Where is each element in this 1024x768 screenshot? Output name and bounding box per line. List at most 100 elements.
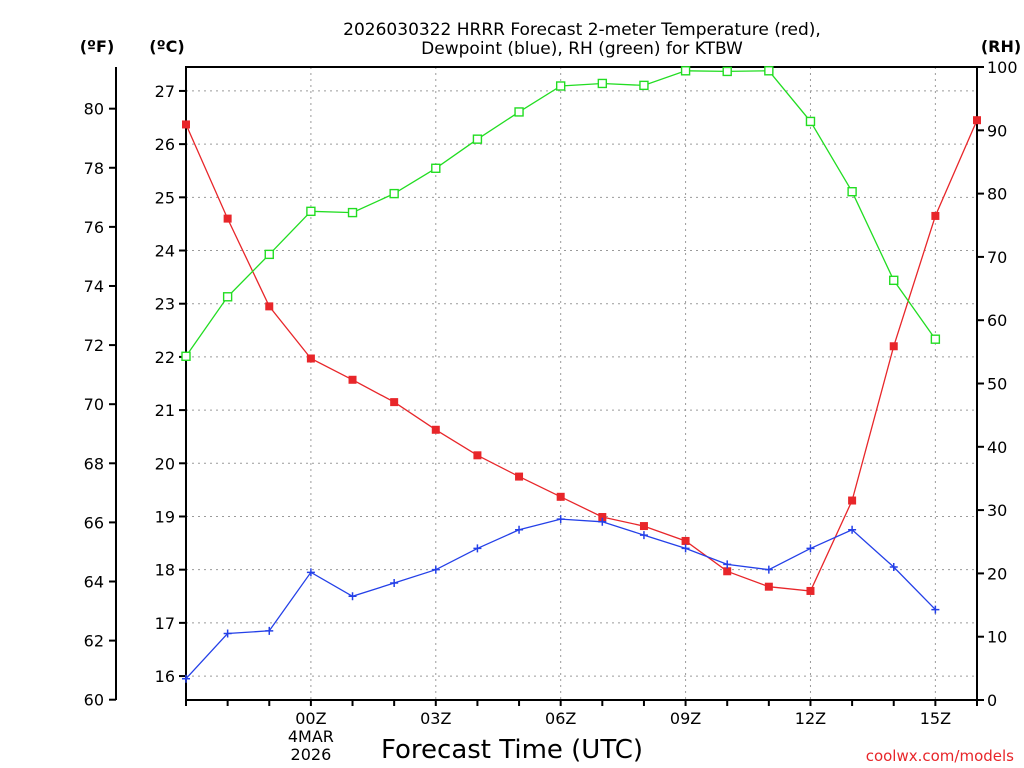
temperature-line [185, 119, 978, 592]
x-tick-label: 15Z [920, 709, 951, 728]
rh-tick-label: 80 [987, 185, 1007, 204]
dewpoint-point [848, 525, 857, 534]
rh-tick-label: 40 [987, 438, 1007, 457]
dewpoint-point [681, 544, 690, 553]
dewpoint-point [515, 525, 524, 534]
chart-title-line-1: 2026030322 HRRR Forecast 2-meter Tempera… [343, 20, 821, 40]
temperature-point [598, 513, 607, 522]
rh-point [889, 275, 899, 286]
temperature-point [931, 211, 940, 220]
dewpoint-point [223, 629, 232, 638]
temperature-point [390, 398, 399, 407]
dewpoint-point [265, 626, 274, 635]
temperature-point [473, 451, 482, 460]
rh-tick-label: 10 [987, 628, 1007, 647]
dewpoint-point [723, 560, 732, 569]
fahrenheit-tick-label: 64 [84, 572, 104, 591]
rh-tick-label: 0 [987, 691, 997, 710]
temperature-point [889, 342, 898, 351]
celsius-tick-label: 24 [155, 242, 175, 261]
dewpoint-point [639, 531, 648, 540]
celsius-tick-label: 19 [155, 507, 175, 526]
temperature-point [681, 536, 690, 545]
dewpoint-point [598, 517, 607, 526]
axes: 60 62 64 66 68 70 72 74 76 78 80 16 17 18 19 20 21 22 23 24… [84, 58, 1018, 764]
celsius-tick-label: 22 [155, 348, 175, 367]
fahrenheit-tick-label: 70 [84, 395, 104, 414]
temperature-point [306, 354, 315, 363]
celsius-tick-label: 21 [155, 401, 175, 420]
rh-tick-label: 30 [987, 501, 1007, 520]
temperature-point [848, 496, 857, 505]
celsius-tick-label: 27 [155, 82, 175, 101]
x-date-label: 2026 [291, 745, 332, 764]
celsius-tick-label: 26 [155, 135, 175, 154]
dewpoint-point [931, 605, 940, 614]
plot-frame [185, 66, 978, 701]
data-series [181, 66, 981, 683]
dewpoint-point [182, 674, 190, 683]
fahrenheit-tick-label: 60 [84, 691, 104, 710]
grid-lines [186, 67, 977, 700]
fahrenheit-tick-label: 68 [84, 454, 104, 473]
rh-point [347, 207, 358, 218]
temperature-point [723, 567, 732, 576]
rh-point [264, 249, 274, 260]
x-tick-label: 00Z [295, 709, 326, 728]
rh-point [514, 107, 524, 117]
x-date-label: 4MAR [288, 727, 334, 746]
fahrenheit-tick-label: 62 [84, 632, 104, 651]
fahrenheit-tick-label: 78 [84, 159, 104, 178]
fahrenheit-tick-label: 80 [84, 100, 104, 119]
celsius-tick-label: 18 [155, 561, 175, 580]
temperature-point [973, 116, 981, 125]
rh-point [431, 163, 441, 173]
dewpoint-point [473, 544, 482, 553]
x-tick-label: 03Z [420, 709, 451, 728]
rh-point [389, 188, 399, 199]
rh-tick-label: 20 [987, 564, 1007, 583]
dewpoint-point [390, 578, 399, 587]
rh-point [472, 134, 483, 144]
temperature-point [806, 586, 815, 595]
temperature-point [764, 582, 773, 591]
rh-point [764, 66, 774, 76]
rh-point [722, 66, 732, 77]
celsius-tick-label: 16 [155, 667, 175, 686]
celsius-tick-label: 20 [155, 454, 175, 473]
rh-tick-label: 60 [987, 311, 1007, 330]
temperature-point [265, 302, 274, 311]
x-axis-title: Forecast Time (UTC) [381, 735, 643, 765]
rh-point [597, 78, 608, 89]
x-tick-label: 09Z [670, 709, 701, 728]
rh-point [805, 116, 816, 127]
dewpoint-point [306, 568, 315, 577]
celsius-unit-label: (ºC) [149, 37, 184, 56]
temperature-point [515, 472, 524, 481]
dewpoint-point [764, 565, 773, 574]
dewpoint-point [806, 544, 815, 553]
fahrenheit-tick-label: 66 [84, 513, 104, 532]
fahrenheit-tick-label: 72 [84, 336, 104, 355]
celsius-tick-label: 25 [155, 188, 175, 207]
rh-tick-label: 70 [987, 248, 1007, 267]
dewpoint-point [889, 563, 898, 572]
rh-point [680, 66, 691, 76]
temperature-point [182, 120, 190, 129]
temperature-point [223, 214, 232, 223]
rh-point [639, 80, 649, 91]
dewpoint-point [348, 592, 357, 601]
fahrenheit-unit-label: (ºF) [80, 37, 115, 56]
x-tick-label: 12Z [795, 709, 826, 728]
rh-tick-label: 50 [987, 375, 1007, 394]
fahrenheit-tick-label: 74 [84, 277, 104, 296]
rh-unit-label: (RH) [981, 37, 1021, 56]
temperature-point [639, 522, 648, 531]
dewpoint-point [431, 565, 440, 574]
celsius-tick-label: 23 [155, 295, 175, 314]
rh-point [222, 292, 233, 302]
rh-point [181, 351, 191, 361]
rh-point [555, 81, 566, 91]
rh-tick-label: 100 [987, 58, 1018, 77]
